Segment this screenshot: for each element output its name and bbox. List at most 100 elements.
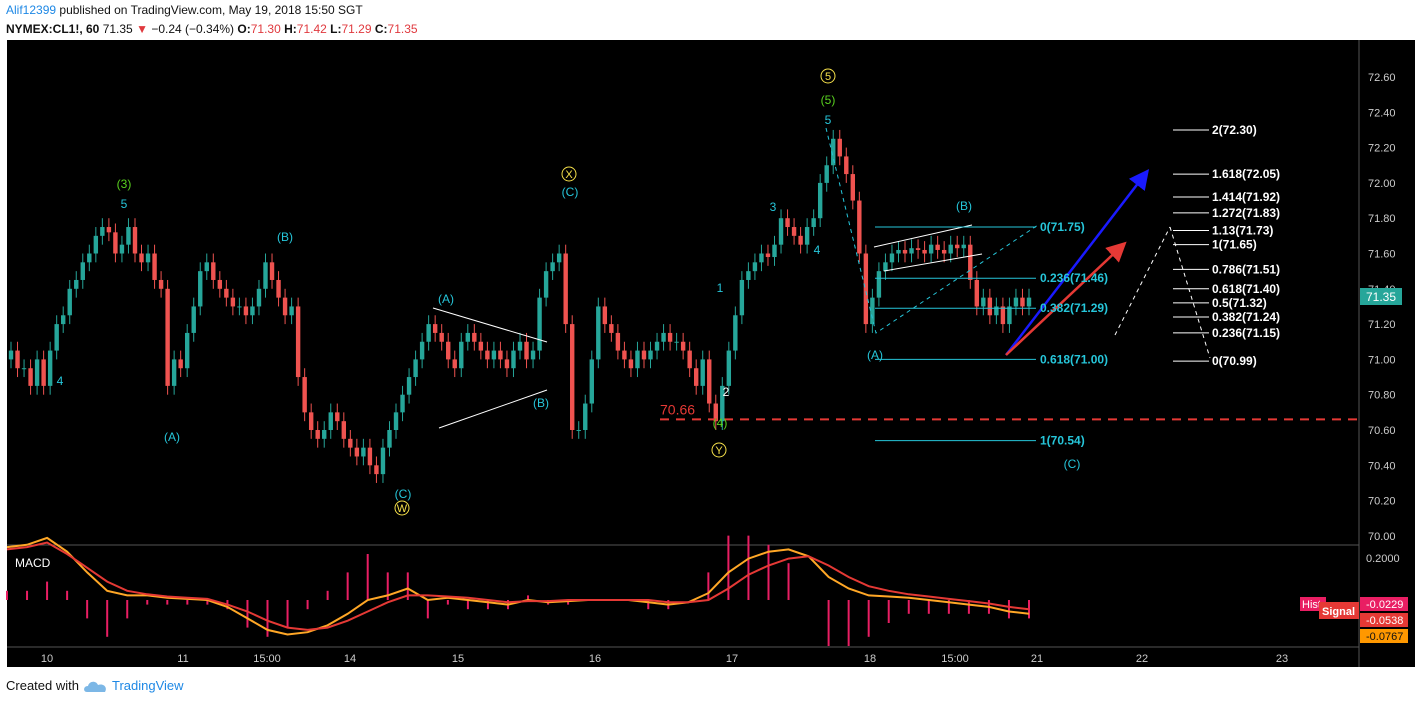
candle-body: [178, 359, 183, 369]
time-tick: 18: [864, 653, 876, 665]
candle-body: [67, 288, 72, 316]
candle-body: [21, 368, 27, 370]
candle-body: [628, 359, 634, 369]
candle-body: [230, 297, 236, 307]
candle-body: [733, 315, 738, 351]
last-price-badge-text: 71.35: [1366, 290, 1396, 304]
wave-circle: [561, 166, 577, 182]
candle-body: [726, 350, 732, 386]
wave-label: 5: [825, 71, 831, 83]
price-tick: 70.60: [1368, 425, 1396, 437]
wave-label: (B): [956, 199, 972, 213]
candle-body: [811, 218, 816, 228]
candle-body: [28, 368, 33, 386]
red-target-arrow: [1005, 241, 1127, 356]
candle-body: [139, 253, 144, 263]
hist-badge-label: Hist: [1302, 599, 1321, 611]
candle-body: [459, 341, 464, 369]
tradingview-link[interactable]: TradingView: [112, 678, 184, 693]
candle-body: [15, 350, 20, 369]
candle-body: [158, 279, 164, 289]
candle-body: [419, 341, 425, 360]
price-tick: 70.80: [1368, 390, 1396, 402]
wave-label: (3): [117, 177, 132, 191]
wave-label: (4): [713, 416, 728, 430]
triangle-upper-line: [432, 307, 548, 343]
fib-extension-label: 0.618(71.40): [1212, 282, 1280, 296]
wave-label: 3: [770, 200, 777, 214]
candle-body: [250, 306, 255, 316]
price-tick: 72.00: [1368, 178, 1396, 190]
candle-body: [1007, 306, 1012, 325]
ext-down-projection: [1169, 226, 1211, 359]
candle-body: [596, 306, 601, 360]
signal-badge-label: Signal: [1322, 606, 1355, 618]
candle-body: [393, 412, 399, 430]
time-tick: 23: [1276, 653, 1288, 665]
candle-body: [165, 288, 170, 386]
candle-body: [93, 235, 99, 254]
candle-body: [707, 359, 712, 404]
candle-body: [282, 297, 288, 316]
signal-badge: [1319, 602, 1359, 619]
fib-retracement-label: 0.236(71.46): [1040, 271, 1108, 285]
time-tick: 14: [344, 653, 356, 665]
candle-body: [315, 430, 320, 439]
wave-label: 1: [717, 281, 724, 295]
wave-label: 5: [825, 113, 832, 127]
candle-body: [955, 244, 960, 249]
wave-label: (A): [438, 292, 454, 306]
fib-extension-label: 2(72.30): [1212, 123, 1257, 137]
time-tick: 17: [726, 653, 738, 665]
candle-body: [576, 430, 581, 431]
candle-body: [322, 430, 327, 439]
last-price-badge: [1360, 288, 1402, 305]
macd-tick: 0.2000: [1366, 553, 1400, 565]
fib-extension-label: 1.272(71.83): [1212, 206, 1280, 220]
wave-circle: [394, 500, 410, 516]
candle-body: [667, 332, 673, 342]
wave-label: X: [565, 169, 573, 181]
price-chart[interactable]: 72.6072.4072.2072.0071.8071.6071.4071.20…: [0, 40, 1415, 670]
price-tick: 72.60: [1368, 72, 1396, 84]
candle-body: [1026, 297, 1032, 307]
author-link[interactable]: Alif12399: [6, 3, 57, 17]
candle-body: [432, 324, 438, 333]
candle-body: [87, 253, 92, 263]
candle-body: [837, 138, 842, 157]
candle-body: [622, 350, 627, 360]
price-tick: 71.60: [1368, 249, 1396, 261]
candle-body: [941, 249, 947, 254]
time-tick: 10: [41, 653, 53, 665]
low-label: L:: [330, 22, 342, 36]
footer: Created with TradingView: [6, 678, 184, 694]
symbol-label: NYMEX:CL1!, 60: [6, 22, 100, 36]
candle-body: [113, 232, 118, 254]
candle-body: [61, 315, 66, 325]
candle-body: [439, 332, 444, 342]
candle-body: [426, 324, 431, 342]
fib-retracement-label: 0.382(71.29): [1040, 301, 1108, 315]
candle-body: [328, 412, 333, 430]
candle-body: [171, 359, 177, 386]
candle-body: [772, 244, 777, 258]
candle-body: [374, 465, 379, 475]
candle-body: [824, 165, 829, 183]
candle-body: [348, 438, 353, 448]
candle-body: [478, 341, 484, 351]
candle-body: [8, 350, 14, 360]
candle-body: [994, 306, 999, 316]
candle-body: [1013, 297, 1019, 307]
time-tick: 16: [589, 653, 601, 665]
price-tick: 71.00: [1368, 354, 1396, 366]
candle-body: [713, 403, 718, 422]
wave-label: (A): [164, 430, 180, 444]
candle-body: [720, 385, 725, 422]
candle-body: [537, 297, 542, 351]
triangle-lower-line: [438, 389, 548, 429]
candle-body: [269, 262, 275, 280]
price-change: −0.24 (−0.34%): [151, 22, 235, 36]
candle-body: [54, 324, 59, 351]
candle-body: [556, 253, 562, 263]
wave-label: Y: [715, 445, 723, 457]
